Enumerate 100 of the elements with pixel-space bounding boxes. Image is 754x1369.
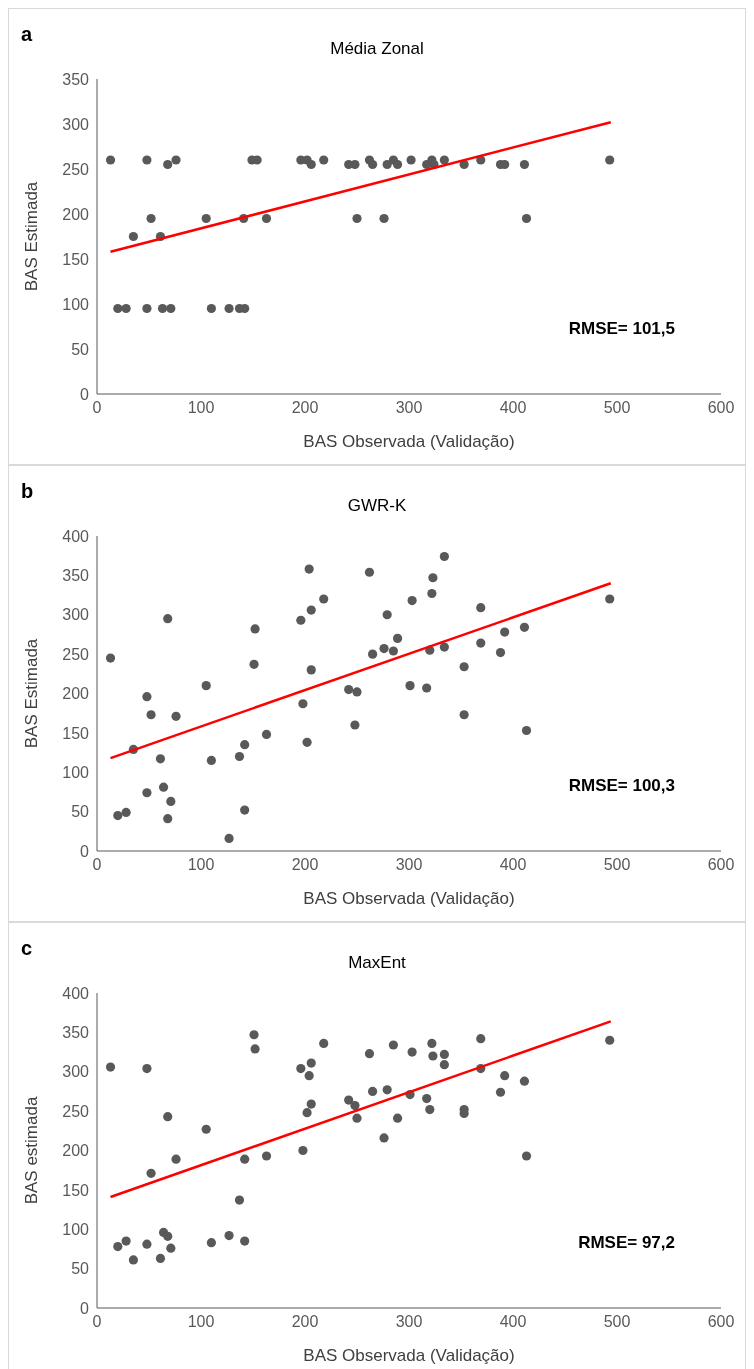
point xyxy=(105,1062,116,1072)
point xyxy=(405,681,415,691)
point xyxy=(350,1101,360,1111)
point xyxy=(392,1113,403,1123)
y-tick-label: 300 xyxy=(62,1063,90,1081)
x-axis-title: BAS Observada (Validação) xyxy=(303,889,515,908)
y-tick-label: 350 xyxy=(62,567,90,585)
text: c xyxy=(21,937,33,960)
y-tick-label: 400 xyxy=(62,984,90,1002)
point xyxy=(304,564,314,574)
point xyxy=(388,646,398,656)
x-tick-label: 400 xyxy=(499,399,527,417)
point xyxy=(296,615,306,625)
point xyxy=(166,1243,176,1253)
point xyxy=(605,1035,615,1045)
point xyxy=(121,1236,131,1246)
point xyxy=(306,605,316,615)
point xyxy=(240,805,250,815)
chart-title: Média Zonal xyxy=(330,39,424,58)
point xyxy=(427,588,437,599)
point xyxy=(495,1087,506,1097)
point xyxy=(495,647,506,658)
y-tick-label: 150 xyxy=(62,724,90,742)
point xyxy=(224,833,234,843)
point xyxy=(425,1104,435,1115)
y-tick-label: 300 xyxy=(62,115,90,133)
point xyxy=(224,303,234,314)
y-tick-label: 250 xyxy=(62,1102,90,1120)
point xyxy=(352,687,362,697)
point xyxy=(240,1236,250,1246)
point xyxy=(261,729,272,740)
y-tick-label: 0 xyxy=(80,842,90,860)
y-tick-label: 250 xyxy=(62,160,90,178)
x-tick-label: 500 xyxy=(603,856,631,874)
point xyxy=(352,1113,362,1123)
point xyxy=(439,551,449,562)
point xyxy=(476,603,486,613)
point xyxy=(113,810,123,821)
point xyxy=(296,1064,306,1074)
point xyxy=(350,159,360,170)
point xyxy=(364,567,375,577)
y-tick-label: 100 xyxy=(62,1220,90,1238)
point xyxy=(155,1253,166,1263)
point xyxy=(240,1154,250,1164)
point xyxy=(142,303,152,314)
y-tick-label: 50 xyxy=(71,1260,90,1278)
point xyxy=(352,213,362,224)
point xyxy=(382,1085,392,1095)
point xyxy=(304,1071,314,1081)
point xyxy=(500,627,510,637)
point xyxy=(428,573,438,583)
point xyxy=(605,155,615,165)
point xyxy=(113,303,123,314)
point xyxy=(519,1076,530,1086)
point xyxy=(298,699,308,709)
point xyxy=(157,303,168,314)
point xyxy=(113,1241,123,1252)
y-tick-label: 50 xyxy=(71,340,90,358)
x-axis-title: BAS Observada (Validação) xyxy=(303,432,515,451)
annotation: RMSE= 101,5 xyxy=(568,319,675,339)
point xyxy=(422,683,432,693)
text: b xyxy=(21,480,34,503)
y-tick-label: 0 xyxy=(80,385,90,403)
point xyxy=(261,213,272,224)
y-tick-label: 400 xyxy=(62,527,90,545)
point xyxy=(240,740,250,750)
y-axis-title: BAS Estimada xyxy=(22,638,42,749)
point xyxy=(439,1060,449,1070)
point xyxy=(163,1231,173,1241)
text: a xyxy=(21,23,33,46)
point xyxy=(142,692,152,702)
point xyxy=(428,1051,438,1061)
y-tick-label: 100 xyxy=(62,295,90,313)
point xyxy=(128,1255,138,1265)
y-tick-label: 350 xyxy=(62,70,90,88)
point xyxy=(344,1095,354,1105)
point xyxy=(350,720,360,730)
point xyxy=(392,159,403,170)
point xyxy=(521,1151,532,1161)
y-tick-label: 0 xyxy=(80,1299,90,1317)
point xyxy=(319,155,329,165)
point xyxy=(250,624,260,634)
point xyxy=(142,788,152,798)
point xyxy=(163,814,173,824)
x-tick-label: 100 xyxy=(187,1313,215,1331)
point xyxy=(407,1047,417,1057)
y-tick-label: 150 xyxy=(62,1181,90,1199)
point xyxy=(128,231,138,242)
y-tick-label: 250 xyxy=(62,645,90,663)
point xyxy=(500,1071,510,1081)
x-tick-label: 500 xyxy=(603,1313,631,1331)
point xyxy=(407,595,417,606)
point xyxy=(166,796,176,806)
point xyxy=(306,1099,316,1109)
x-tick-label: 100 xyxy=(187,399,215,417)
point xyxy=(121,303,131,314)
point xyxy=(206,303,216,314)
point xyxy=(206,1238,216,1248)
point xyxy=(302,1108,312,1118)
y-tick-label: 100 xyxy=(62,763,90,781)
